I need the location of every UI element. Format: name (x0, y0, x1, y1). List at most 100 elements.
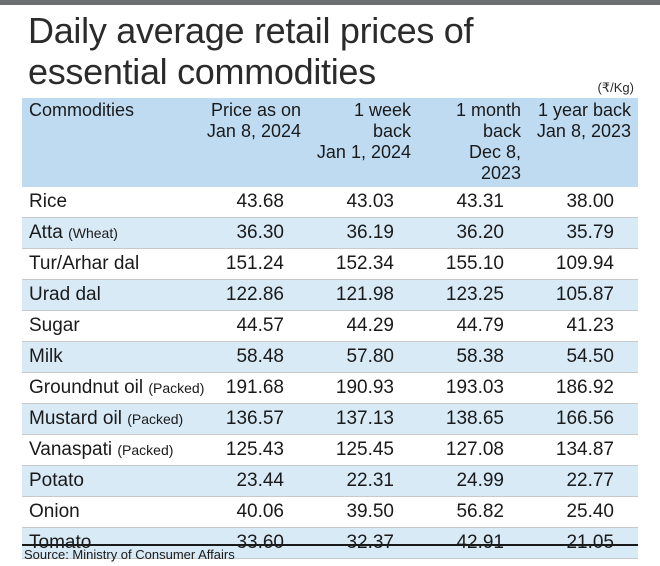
column-header-label: 1 month back (455, 100, 521, 141)
price-cell: 22.77 (528, 465, 638, 497)
commodity-name: Urad dal (29, 284, 101, 305)
table-row: Vanaspati (Packed) 125.43 125.45 127.08 134.… (22, 434, 638, 466)
column-header: Price as on Jan 8, 2024 (198, 98, 308, 187)
price-cell: 151.24 (198, 248, 308, 280)
column-header-label: 1 week back (353, 100, 411, 141)
price-cell: 152.34 (308, 248, 418, 280)
table-row: Sugar 44.57 44.29 44.79 41.23 (22, 310, 638, 342)
table-row: Urad dal 122.86 121.98 123.25 105.87 (22, 279, 638, 311)
commodity-cell: Vanaspati (Packed) (22, 434, 198, 466)
price-cell: 123.25 (418, 279, 528, 311)
price-cell: 134.87 (528, 434, 638, 466)
price-cell: 190.93 (308, 372, 418, 404)
price-cell: 122.86 (198, 279, 308, 311)
commodity-cell: Sugar (22, 310, 198, 342)
price-cell: 193.03 (418, 372, 528, 404)
price-cell: 127.08 (418, 434, 528, 466)
column-header-label: 1 year back (537, 100, 631, 120)
commodity-name: Atta (29, 222, 63, 243)
column-header: 1 year back Jan 8, 2023 (528, 98, 638, 187)
price-cell: 186.92 (528, 372, 638, 404)
price-cell: 43.31 (418, 187, 528, 218)
column-header-label: Commodities (29, 100, 135, 120)
commodity-cell: Milk (22, 341, 198, 373)
commodity-name: Tur/Arhar dal (29, 253, 140, 274)
price-cell: 42.91 (418, 527, 528, 559)
price-cell: 125.45 (308, 434, 418, 466)
price-cell: 36.19 (308, 217, 418, 249)
commodity-qualifier: (Packed) (127, 411, 184, 427)
price-cell: 137.13 (308, 403, 418, 435)
price-cell: 155.10 (418, 248, 528, 280)
price-cell: 41.23 (528, 310, 638, 342)
column-header-label: Price as on (210, 100, 301, 120)
commodity-name: Sugar (29, 315, 80, 336)
price-cell: 44.79 (418, 310, 528, 342)
commodity-name: Onion (29, 501, 80, 522)
price-cell: 57.80 (308, 341, 418, 373)
price-cell: 56.82 (418, 496, 528, 528)
header-row: Commodities Price as on Jan 8, 2024 1 we… (22, 98, 638, 187)
table-row: Rice 43.68 43.03 43.31 38.00 (22, 187, 638, 218)
commodity-cell: Tomato (22, 527, 198, 559)
price-cell: 32.37 (308, 527, 418, 559)
price-cell: 58.38 (418, 341, 528, 373)
column-header-date: Jan 8, 2024 (206, 121, 301, 141)
table-row: Groundnut oil (Packed) 191.68 190.93 193.03… (22, 372, 638, 404)
column-header: 1 week back Jan 1, 2024 (308, 98, 418, 187)
price-cell: 38.00 (528, 187, 638, 218)
price-cell: 43.68 (198, 187, 308, 218)
price-cell: 21.05 (528, 527, 638, 559)
commodity-cell: Potato (22, 465, 198, 497)
top-rule (0, 0, 660, 5)
price-cell: 105.87 (528, 279, 638, 311)
table-row: Mustard oil (Packed) 136.57 137.13 138.65 16… (22, 403, 638, 435)
commodity-name: Potato (29, 470, 84, 491)
source-note: Source: Ministry of Consumer Affairs (24, 547, 235, 562)
commodity-name: Milk (29, 346, 63, 367)
commodity-name: Rice (29, 191, 68, 212)
price-table: Commodities Price as on Jan 8, 2024 1 we… (22, 98, 638, 559)
price-cell: 35.79 (528, 217, 638, 249)
commodity-cell: Atta (Wheat) (22, 217, 198, 249)
price-cell: 33.60 (198, 527, 308, 559)
column-header-date: Jan 1, 2024 (316, 142, 411, 162)
price-cell: 24.99 (418, 465, 528, 497)
column-header-date: Jan 8, 2023 (536, 121, 631, 141)
price-cell: 23.44 (198, 465, 308, 497)
commodity-cell: Rice (22, 187, 198, 218)
table-row: Tomato 33.60 32.37 42.91 21.05 (22, 527, 638, 559)
footer-rule (22, 544, 638, 546)
price-cell: 40.06 (198, 496, 308, 528)
commodity-qualifier: (Packed) (117, 442, 174, 458)
price-cell: 22.31 (308, 465, 418, 497)
price-cell: 109.94 (528, 248, 638, 280)
table-row: Tur/Arhar dal 151.24 152.34 155.10 109.94 (22, 248, 638, 280)
price-cell: 36.20 (418, 217, 528, 249)
price-cell: 36.30 (198, 217, 308, 249)
commodity-cell: Tur/Arhar dal (22, 248, 198, 280)
table-row: Onion 40.06 39.50 56.82 25.40 (22, 496, 638, 528)
column-header: 1 month back Dec 8, 2023 (418, 98, 528, 187)
commodity-cell: Mustard oil (Packed) (22, 403, 198, 435)
price-cell: 138.65 (418, 403, 528, 435)
commodity-qualifier: (Wheat) (68, 225, 118, 241)
commodity-name: Mustard oil (29, 408, 122, 429)
commodity-qualifier: (Packed) (148, 380, 205, 396)
commodity-name: Vanaspati (29, 439, 113, 460)
table-body: Rice 43.68 43.03 43.31 38.00 Atta (Wheat) 36.3… (22, 187, 638, 559)
price-cell: 125.43 (198, 434, 308, 466)
unit-label: (₹/Kg) (597, 80, 634, 95)
price-cell: 58.48 (198, 341, 308, 373)
price-cell: 136.57 (198, 403, 308, 435)
column-header: Commodities (22, 98, 198, 187)
table-row: Potato 23.44 22.31 24.99 22.77 (22, 465, 638, 497)
column-header-date: Dec 8, 2023 (468, 142, 521, 183)
price-cell: 43.03 (308, 187, 418, 218)
commodity-cell: Onion (22, 496, 198, 528)
price-cell: 54.50 (528, 341, 638, 373)
commodity-name: Groundnut oil (29, 377, 144, 398)
commodity-cell: Urad dal (22, 279, 198, 311)
price-cell: 39.50 (308, 496, 418, 528)
commodity-cell: Groundnut oil (Packed) (22, 372, 204, 404)
